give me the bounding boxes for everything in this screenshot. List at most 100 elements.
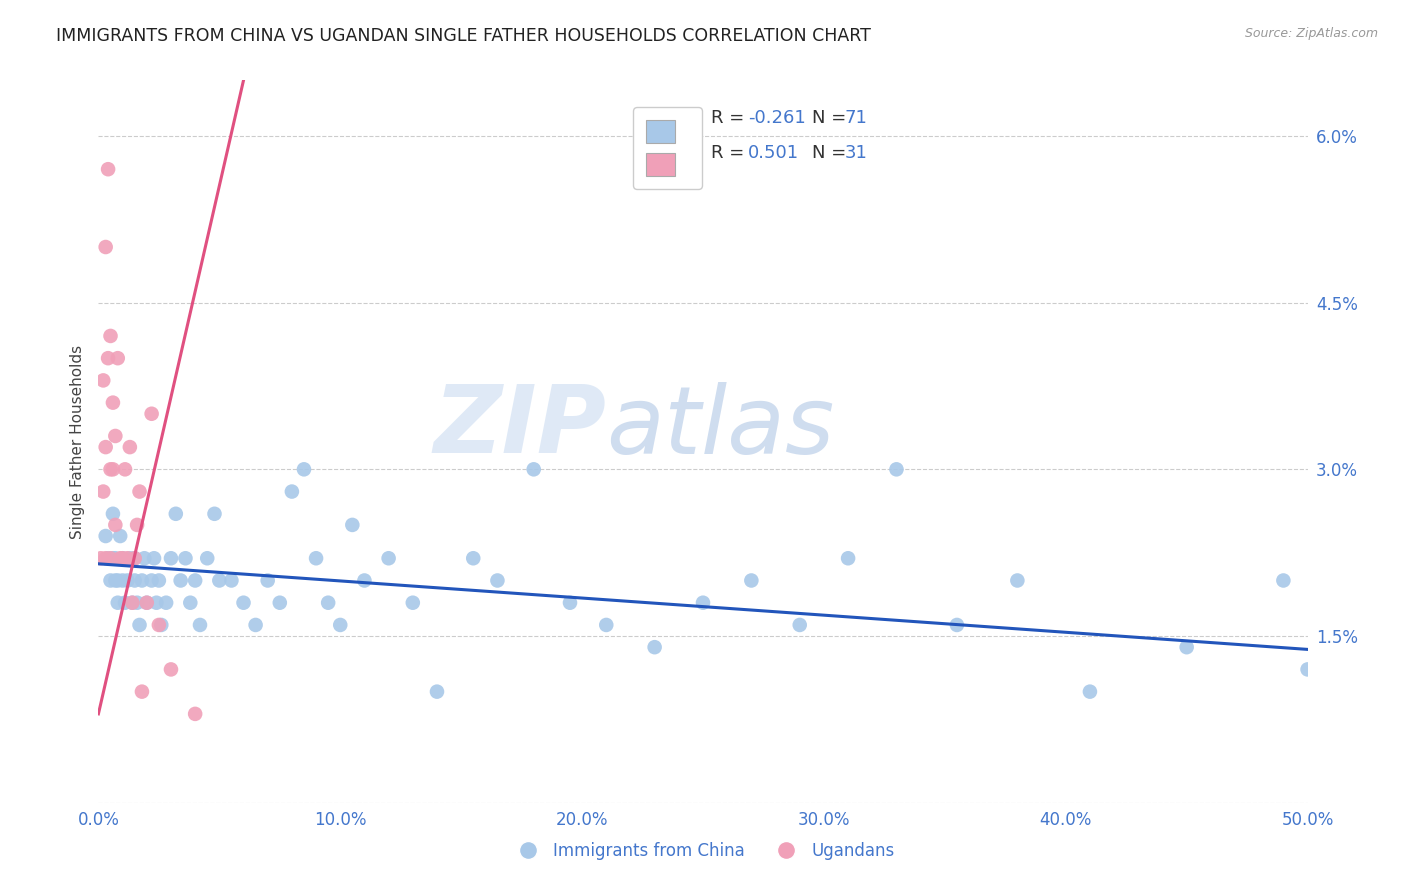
Point (184, 574, 207, 588)
Point (179, 596, 201, 610)
Point (1175, 640, 1198, 655)
Point (143, 551, 166, 566)
Point (91, 484, 114, 499)
Point (94, 551, 117, 566)
Point (104, 574, 127, 588)
Point (377, 551, 399, 566)
Point (292, 462, 315, 476)
Point (117, 551, 139, 566)
Point (127, 517, 149, 532)
Y-axis label: Single Father Households: Single Father Households (70, 344, 86, 539)
Point (100, 551, 122, 566)
Point (145, 596, 167, 610)
Point (1007, 574, 1029, 588)
Point (121, 596, 143, 610)
Point (329, 618, 352, 632)
Point (740, 574, 762, 588)
Point (97, 162, 120, 177)
Point (111, 551, 134, 566)
Point (789, 618, 811, 632)
Point (160, 662, 183, 676)
Point (169, 574, 191, 588)
Point (1272, 574, 1295, 588)
Text: N =: N = (811, 144, 852, 161)
Point (108, 529, 131, 543)
Point (131, 684, 153, 698)
Point (107, 596, 129, 610)
Point (402, 596, 425, 610)
Point (104, 429, 127, 443)
Point (342, 517, 364, 532)
Point (100, 329, 122, 343)
Point (148, 574, 170, 588)
Point (232, 596, 254, 610)
Point (135, 596, 157, 610)
Point (463, 551, 485, 566)
Point (108, 551, 131, 566)
Point (94, 240, 117, 254)
Point (281, 484, 304, 499)
Point (128, 618, 150, 632)
Point (523, 462, 546, 476)
Point (558, 596, 581, 610)
Text: ZIP: ZIP (433, 381, 606, 473)
Point (107, 574, 129, 588)
Point (94, 529, 117, 543)
Text: 71: 71 (845, 109, 868, 127)
Point (886, 462, 908, 476)
Point (90, 551, 112, 566)
Point (160, 551, 183, 566)
Point (692, 596, 714, 610)
Point (165, 507, 187, 521)
Point (101, 395, 124, 409)
Point (117, 574, 139, 588)
Text: -0.261: -0.261 (748, 109, 806, 127)
Point (104, 517, 127, 532)
Text: 0.501: 0.501 (748, 144, 799, 161)
Point (155, 596, 177, 610)
Point (104, 551, 127, 566)
Point (111, 574, 134, 588)
Point (204, 507, 226, 521)
Point (174, 551, 197, 566)
Point (426, 684, 449, 698)
Point (107, 351, 129, 366)
Text: atlas: atlas (606, 382, 835, 473)
Legend: Immigrants from China, Ugandans: Immigrants from China, Ugandans (505, 836, 901, 867)
Point (94, 440, 117, 454)
Point (100, 574, 122, 588)
Point (135, 596, 157, 610)
Point (188, 618, 211, 632)
Point (101, 507, 124, 521)
Point (101, 462, 124, 476)
Point (131, 574, 153, 588)
Point (134, 551, 156, 566)
Point (245, 618, 267, 632)
Point (121, 596, 143, 610)
Point (305, 551, 328, 566)
Text: R =: R = (711, 109, 751, 127)
Point (256, 574, 278, 588)
Point (195, 551, 218, 566)
Point (114, 596, 136, 610)
Text: IMMIGRANTS FROM CHINA VS UGANDAN SINGLE FATHER HOUSEHOLDS CORRELATION CHART: IMMIGRANTS FROM CHINA VS UGANDAN SINGLE … (56, 27, 872, 45)
Point (269, 596, 291, 610)
Text: N =: N = (811, 109, 852, 127)
Text: Source: ZipAtlas.com: Source: ZipAtlas.com (1244, 27, 1378, 40)
Point (124, 574, 146, 588)
Point (1296, 662, 1319, 676)
Point (118, 440, 141, 454)
Point (644, 640, 666, 655)
Point (97, 551, 120, 566)
Point (316, 596, 339, 610)
Point (100, 462, 122, 476)
Point (221, 574, 243, 588)
Point (595, 618, 617, 632)
Point (114, 462, 136, 476)
Point (208, 574, 231, 588)
Point (837, 551, 859, 566)
Point (101, 551, 124, 566)
Point (124, 551, 146, 566)
Point (111, 551, 134, 566)
Point (353, 574, 375, 588)
